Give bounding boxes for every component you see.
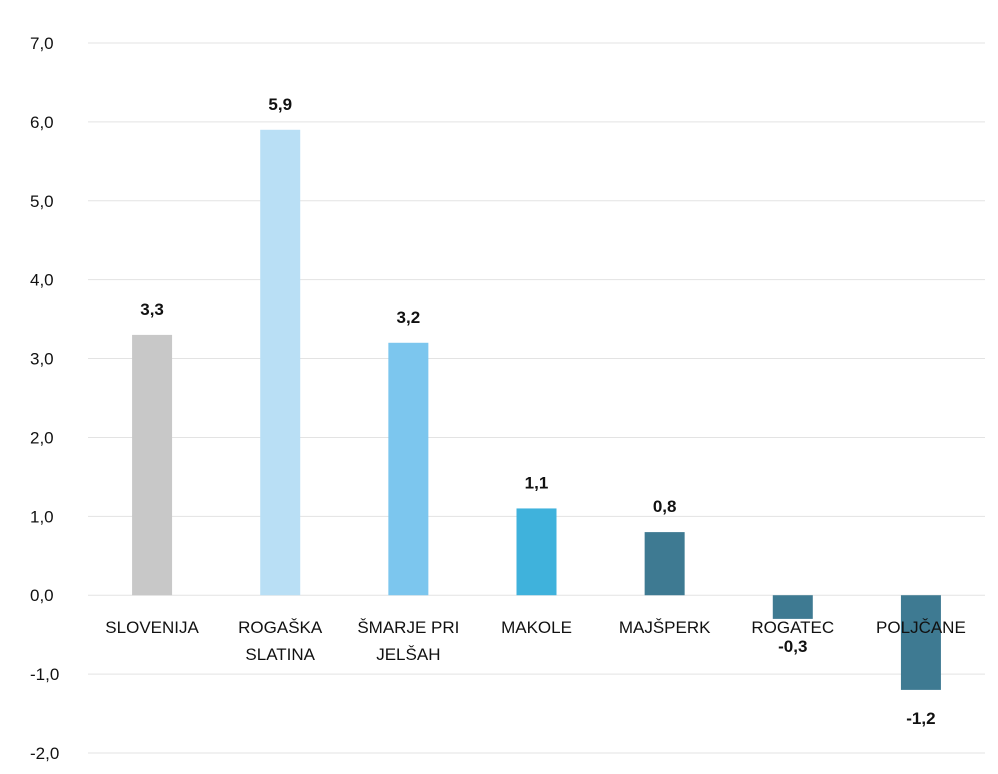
category-label-line: SLATINA [245, 645, 315, 664]
y-tick-label: 1,0 [30, 507, 54, 526]
bars [132, 129, 941, 690]
category-label: ROGAŠKA SLATINA [238, 618, 323, 664]
bar [388, 342, 429, 596]
data-label: 5,9 [268, 95, 292, 114]
y-axis: 7,0 6,0 5,0 4,0 3,0 2,0 1,0 0,0 -1,0 -2,0 [30, 34, 59, 763]
category-label-line: POLJČANE [876, 618, 966, 637]
category-label-line: ROGAŠKA [238, 618, 323, 637]
category-label: POLJČANE [876, 618, 966, 637]
y-tick-label: 6,0 [30, 113, 54, 132]
bar [644, 532, 685, 596]
data-label: -1,2 [906, 709, 935, 728]
category-label-line: MAJŠPERK [619, 618, 711, 637]
data-labels: 3,3 5,9 3,2 1,1 0,8 -0,3 -1,2 [140, 95, 935, 728]
category-label: MAJŠPERK [619, 618, 711, 637]
data-label: 3,2 [397, 308, 421, 327]
bar [260, 129, 301, 596]
bar [516, 508, 557, 596]
bar [900, 595, 941, 690]
category-label-line: MAKOLE [501, 618, 572, 637]
y-tick-label: 7,0 [30, 34, 54, 53]
category-label: MAKOLE [501, 618, 572, 637]
data-label: 1,1 [525, 473, 549, 492]
y-tick-label: 2,0 [30, 428, 54, 447]
y-tick-label: -1,0 [30, 665, 59, 684]
y-tick-label: 3,0 [30, 350, 54, 369]
category-labels: SLOVENIJA ROGAŠKA SLATINA ŠMARJE PRI JELŠAH M… [105, 618, 966, 664]
y-tick-label: -2,0 [30, 744, 59, 763]
category-label-line: ŠMARJE PRI [357, 618, 459, 637]
data-label: 0,8 [653, 497, 677, 516]
category-label-line: JELŠAH [376, 645, 440, 664]
gridlines [88, 42, 985, 754]
category-label: ŠMARJE PRI JELŠAH [357, 618, 459, 664]
category-label: SLOVENIJA [105, 618, 199, 637]
data-label: -0,3 [778, 637, 807, 656]
data-label: 3,3 [140, 300, 164, 319]
bar [772, 595, 813, 619]
category-label-line: ROGATEC [751, 618, 834, 637]
category-label: ROGATEC [751, 618, 834, 637]
bar [132, 334, 173, 596]
y-tick-label: 5,0 [30, 192, 54, 211]
y-tick-label: 4,0 [30, 271, 54, 290]
y-tick-label: 0,0 [30, 586, 54, 605]
category-label-line: SLOVENIJA [105, 618, 199, 637]
